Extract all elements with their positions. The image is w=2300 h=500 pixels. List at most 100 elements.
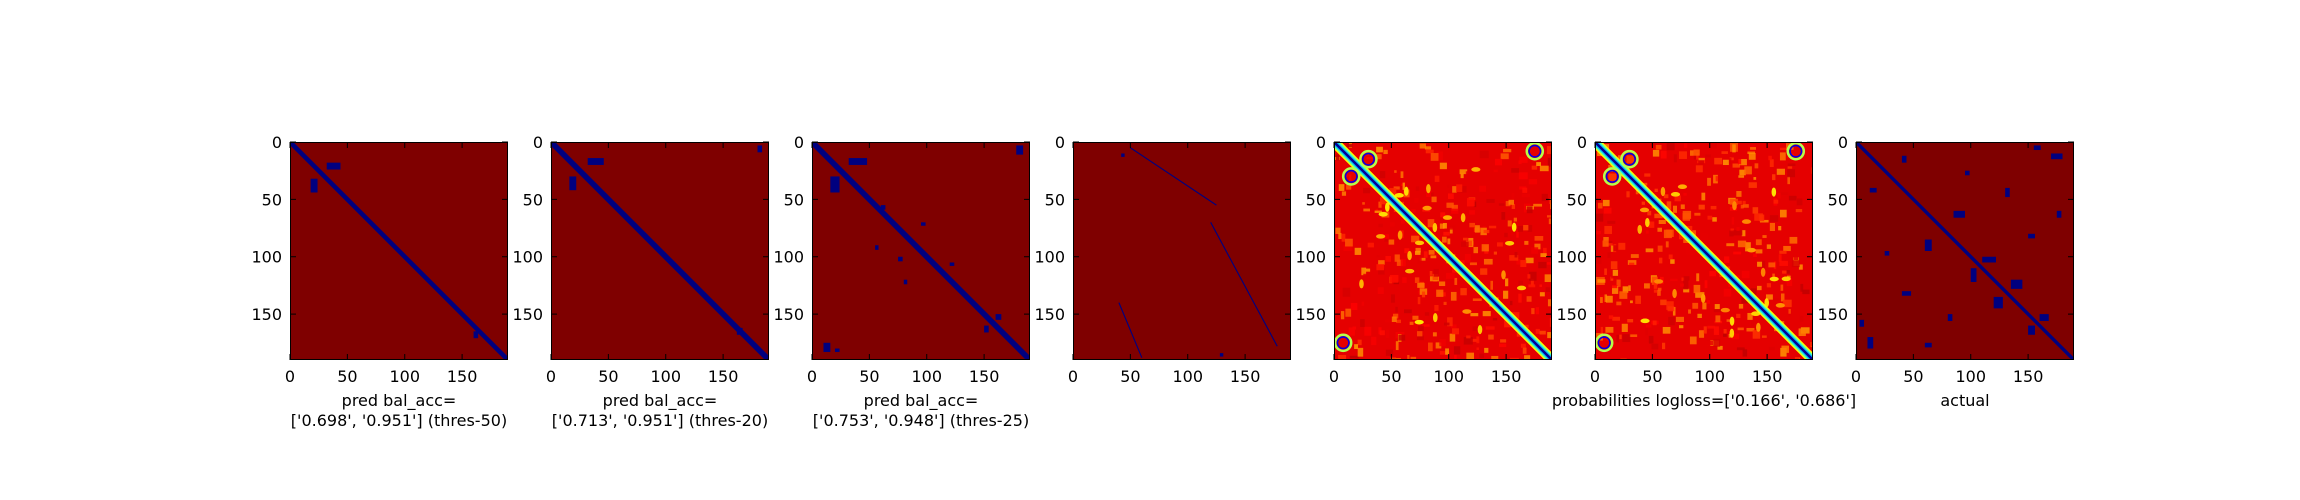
heatmap-cell [1603,207,1612,214]
heatmap-cell [1404,186,1409,196]
heatmap-cell [1712,217,1717,222]
heatmap-cell [1657,287,1662,291]
heatmap-panel: 0 50 100 150 0 50 100 150 pred bal_acc=['0.753',… [773,133,1030,430]
heatmap-cell [1377,359,1382,360]
heatmap-arc [1344,169,1358,183]
heatmap-cell [1359,279,1364,289]
heatmap-cell [1677,184,1688,190]
heatmap-cell [1766,244,1772,249]
heatmap-cell [1496,242,1503,247]
heatmap-cell [1769,159,1774,168]
heatmap-cell [1409,321,1414,325]
y-tick-label: 100 [512,248,543,267]
heatmap-cell [1390,357,1396,360]
heatmap-cell [1338,184,1345,191]
heatmap-background [1073,142,1291,360]
y-tick-label: 150 [1034,305,1065,324]
heatmap-cell [1439,223,1445,229]
heatmap-cell [1349,355,1359,359]
heatmap-cell [1506,232,1514,236]
heatmap-cell [1768,346,1775,351]
heatmap-cell [1451,324,1457,329]
heatmap-cell [1604,268,1607,275]
heatmap-cell [1658,220,1666,224]
heatmap-cell [1394,254,1400,262]
heatmap-cell [1547,157,1551,167]
heatmap-cell [1415,247,1421,253]
heatmap-cell [1416,331,1423,337]
y-tick-label: 50 [262,190,282,209]
heatmap-cell [1737,158,1742,165]
heatmap-cell [1518,293,1522,303]
heatmap-cell [1509,255,1519,261]
heatmap-cell [1702,302,1707,310]
heatmap-cell [1470,313,1479,317]
heatmap-cell [1693,155,1697,160]
heatmap-cell [921,222,926,226]
heatmap-cell [1526,206,1533,214]
heatmap-cell [1335,227,1341,234]
heatmap-cell [1733,251,1742,255]
heatmap-cell [1678,151,1687,159]
heatmap-cell [1775,303,1785,308]
heatmap-cell [1610,245,1614,252]
heatmap-cell [1535,328,1540,334]
heatmap-cell [1612,269,1619,276]
heatmap-cell [1443,301,1447,306]
heatmap-cell [1759,214,1765,222]
heatmap-cell [1447,317,1453,327]
heatmap-cell [1672,306,1676,316]
heatmap-cell [1760,267,1766,277]
heatmap-cell [1494,158,1503,166]
heatmap-cell [1539,165,1549,172]
heatmap-cell [1541,193,1548,202]
heatmap-cell [1459,169,1468,175]
heatmap-cell [1626,155,1636,164]
heatmap-cell [1762,260,1766,269]
y-tick-label: 0 [794,133,804,152]
heatmap-cell [2056,210,2062,218]
axes-frame [290,142,508,360]
heatmap-cell [1705,154,1711,158]
heatmap-cell [1438,281,1446,287]
heatmap-cell [1451,204,1458,211]
heatmap-diagonal [1856,142,2074,360]
heatmap-image [1073,142,1291,360]
heatmap-cell [1654,279,1664,284]
heatmap-cell [1424,312,1430,316]
heatmap-cell [1924,239,1932,251]
heatmap-cell [1698,330,1705,338]
heatmap-cell [1424,146,1432,150]
heatmap-cell [1706,300,1710,304]
heatmap-arc [1359,149,1378,169]
heatmap-cell [1432,332,1437,337]
heatmap-cell [1709,271,1716,277]
heatmap-arc [1341,167,1361,186]
heatmap-arc [1595,333,1614,353]
heatmap-cell [1731,333,1740,340]
heatmap-cell [1648,335,1654,344]
heatmap-cell [1474,225,1480,233]
heatmap-panel: 0 50 100 150 0 50 100 150 pred bal_acc=['0.698',… [251,133,508,430]
heatmap-cell [1608,240,1613,244]
heatmap-cell [1779,147,1789,151]
heatmap-cell [1798,264,1803,270]
heatmap-cell [1602,199,1610,207]
heatmap-cell [1417,257,1422,264]
heatmap-cell [1737,327,1744,331]
heatmap-cell [1531,165,1538,170]
heatmap-cell [1639,207,1650,213]
heatmap-cell [1402,277,1407,283]
x-axis-label: pred bal_acc= [603,391,718,411]
heatmap-cell [1396,259,1403,266]
heatmap-cell [1476,347,1479,351]
heatmap-cell [1391,316,1397,323]
heatmap-cell [1742,204,1749,208]
heatmap-cell [1444,322,1450,326]
heatmap-cell [1722,159,1729,166]
heatmap-cell [1447,238,1451,245]
heatmap-cell [1629,262,1635,266]
heatmap-cell [1549,317,1552,327]
heatmap-cell [1449,225,1456,230]
heatmap-cell [1680,283,1684,287]
